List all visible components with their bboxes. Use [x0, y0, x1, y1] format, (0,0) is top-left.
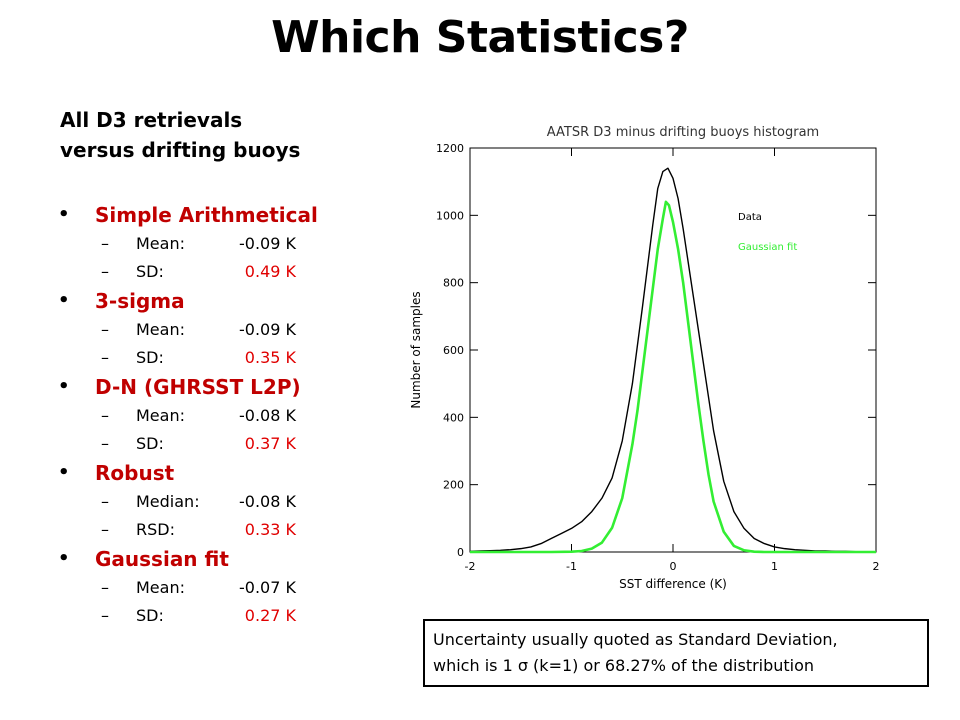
- dash-icon: –: [101, 348, 109, 367]
- stat-name: Simple Arithmetical: [95, 203, 318, 227]
- stat-label: Mean:: [136, 578, 185, 597]
- stat-heading: • Robust: [58, 458, 358, 488]
- statistics-list: • Simple Arithmetical – Mean: -0.09 K – SD: 0…: [58, 200, 358, 630]
- histogram-svg: AATSR D3 minus drifting buoys histogram -…: [409, 125, 880, 591]
- bullet-icon: •: [58, 462, 70, 483]
- x-tick-label: 1: [771, 560, 778, 573]
- stat-row: – Median: -0.08 K: [58, 488, 358, 516]
- dash-icon: –: [101, 434, 109, 453]
- y-tick-label: 600: [443, 344, 464, 357]
- dash-icon: –: [101, 320, 109, 339]
- stat-label: SD:: [136, 606, 164, 625]
- y-tick-label: 1200: [436, 142, 464, 155]
- note-line: which is 1 σ (k=1) or 68.27% of the dist…: [433, 656, 815, 675]
- y-axis-label: Number of samples: [409, 291, 423, 408]
- stat-row: – Mean: -0.07 K: [58, 574, 358, 602]
- stat-value: 0.35 K: [244, 348, 296, 367]
- dash-icon: –: [101, 262, 109, 281]
- dash-icon: –: [101, 606, 109, 625]
- stat-name: 3-sigma: [95, 289, 185, 313]
- stat-value: -0.08 K: [239, 492, 296, 511]
- x-tick-label: -1: [566, 560, 577, 573]
- stat-name: Gaussian fit: [95, 547, 229, 571]
- uncertainty-note: Uncertainty usually quoted as Standard D…: [423, 619, 929, 687]
- dash-icon: –: [101, 578, 109, 597]
- stat-label: Median:: [136, 492, 200, 511]
- x-tick-label: 0: [670, 560, 677, 573]
- bullet-icon: •: [58, 376, 70, 397]
- stat-name: Robust: [95, 461, 175, 485]
- stat-value: 0.49 K: [244, 262, 296, 281]
- intro-text: All D3 retrievals versus drifting buoys: [60, 105, 300, 165]
- stat-row: – SD: 0.35 K: [58, 344, 358, 372]
- stat-row: – SD: 0.37 K: [58, 430, 358, 458]
- stat-label: SD:: [136, 262, 164, 281]
- bullet-icon: •: [58, 290, 70, 311]
- y-tick-label: 400: [443, 411, 464, 424]
- stat-label: SD:: [136, 434, 164, 453]
- stat-value: -0.09 K: [239, 234, 296, 253]
- bullet-icon: •: [58, 548, 70, 569]
- stat-label: RSD:: [136, 520, 175, 539]
- histogram-chart: AATSR D3 minus drifting buoys histogram -…: [398, 118, 898, 602]
- dash-icon: –: [101, 234, 109, 253]
- stat-value: 0.27 K: [244, 606, 296, 625]
- x-tick-label: -2: [465, 560, 476, 573]
- bullet-icon: •: [58, 204, 70, 225]
- stat-value: -0.07 K: [239, 578, 296, 597]
- stat-heading: • Gaussian fit: [58, 544, 358, 574]
- stat-label: SD:: [136, 348, 164, 367]
- dash-icon: –: [101, 520, 109, 539]
- stat-value: -0.08 K: [239, 406, 296, 425]
- plot-frame: [469, 147, 877, 553]
- stat-row: – Mean: -0.09 K: [58, 316, 358, 344]
- x-axis-label: SST difference (K): [619, 577, 727, 591]
- stat-row: – SD: 0.49 K: [58, 258, 358, 286]
- stat-value: 0.33 K: [244, 520, 296, 539]
- legend-entry: Data: [738, 212, 762, 223]
- x-tick-label: 2: [873, 560, 880, 573]
- dash-icon: –: [101, 492, 109, 511]
- y-tick-label: 200: [443, 479, 464, 492]
- stat-label: Mean:: [136, 320, 185, 339]
- y-tick-label: 0: [457, 546, 464, 559]
- dash-icon: –: [101, 406, 109, 425]
- legend-entry: Gaussian fit: [738, 242, 797, 253]
- stat-heading: • D-N (GHRSST L2P): [58, 372, 358, 402]
- stat-row: – Mean: -0.09 K: [58, 230, 358, 258]
- stat-value: 0.37 K: [244, 434, 296, 453]
- page-title: Which Statistics?: [271, 12, 689, 63]
- stat-label: Mean:: [136, 406, 185, 425]
- stat-row: – RSD: 0.33 K: [58, 516, 358, 544]
- stat-row: – Mean: -0.08 K: [58, 402, 358, 430]
- y-tick-label: 1000: [436, 209, 464, 222]
- y-tick-label: 800: [443, 277, 464, 290]
- stat-row: – SD: 0.27 K: [58, 602, 358, 630]
- stat-label: Mean:: [136, 234, 185, 253]
- stat-value: -0.09 K: [239, 320, 296, 339]
- intro-line: All D3 retrievals: [60, 108, 243, 132]
- stat-name: D-N (GHRSST L2P): [95, 375, 301, 399]
- series-line-gaussian-fit: [470, 200, 876, 554]
- series-line-data: [469, 167, 876, 553]
- chart-title: AATSR D3 minus drifting buoys histogram: [547, 125, 819, 140]
- note-line: Uncertainty usually quoted as Standard D…: [433, 630, 838, 649]
- stat-heading: • 3-sigma: [58, 286, 358, 316]
- intro-line: versus drifting buoys: [60, 138, 301, 162]
- stat-heading: • Simple Arithmetical: [58, 200, 358, 230]
